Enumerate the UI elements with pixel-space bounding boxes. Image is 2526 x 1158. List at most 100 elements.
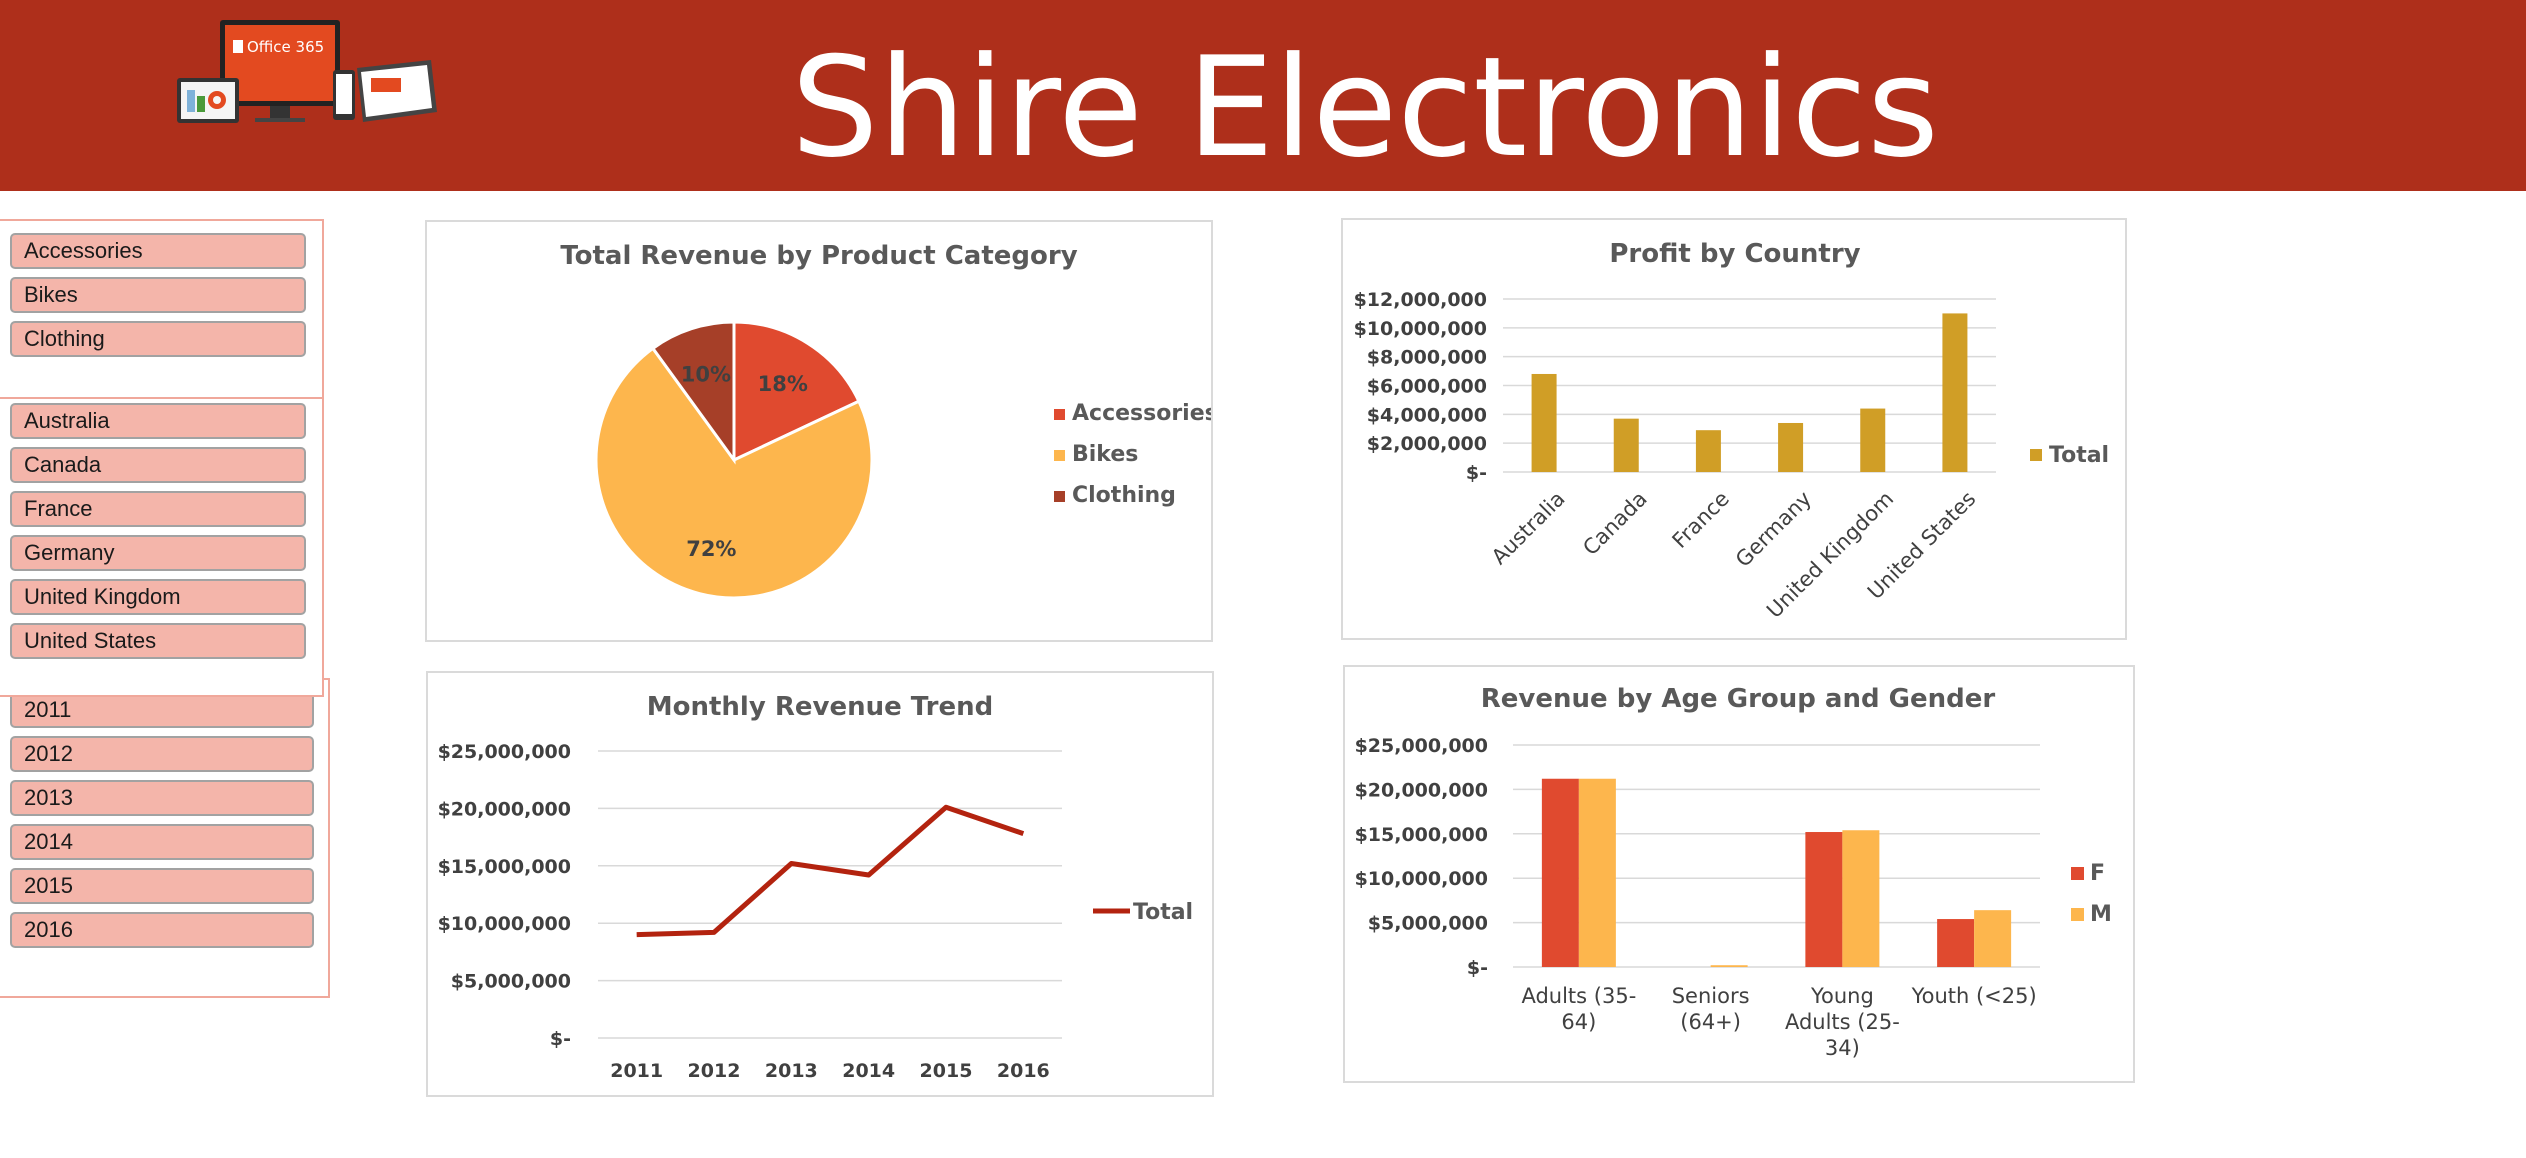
y-tick-label: $5,000,000 [451,971,571,993]
x-tick-label-adults-35-64: 64) [1561,1010,1596,1034]
y-tick-label: $4,000,000 [1367,404,1487,426]
x-tick-label-youth-25: Youth (<25) [1911,984,2037,1008]
age-chart: Revenue by Age Group and Gender $- $5,000,… [1355,684,2112,1060]
legend-swatch-total [2030,449,2042,461]
x-tick-label-seniors-64: Seniors [1672,984,1750,1008]
slicer-item-2013[interactable]: 2013 [10,780,314,816]
slicer-item-2012[interactable]: 2012 [10,736,314,772]
x-tick-label-canada: Canada [1578,487,1651,560]
series-line-total [636,804,1025,938]
slicer-item-canada[interactable]: Canada [10,447,306,483]
logo-text: Office 365 [247,38,324,56]
slicer-item-germany[interactable]: Germany [10,535,306,571]
bar-france [1695,430,1721,472]
bar-f-youth-25 [1937,919,1975,967]
legend-label-m: M [2090,902,2112,927]
slicer-item-2015[interactable]: 2015 [10,868,314,904]
legend-label-total: Total [1133,900,1193,925]
trend-chart-panel: Monthly Revenue Trend $- $5,000,000 $10,000… [426,671,1214,1097]
y-tick-label: $25,000,000 [438,741,571,763]
slicer-country: Australia Canada France Germany United K… [0,397,324,697]
legend-swatch-accessories [1054,409,1065,420]
y-tick-label: $2,000,000 [1367,433,1487,455]
y-tick-label: $20,000,000 [438,798,571,820]
pie-slice-accessories [732,320,861,463]
slicer-item-2014[interactable]: 2014 [10,824,314,860]
slicer-item-united-states[interactable]: United States [10,623,306,659]
trend-chart: Monthly Revenue Trend $- $5,000,000 $10,000… [438,692,1194,1082]
slicer-year: 2011 2012 2013 2014 2015 2016 [0,678,330,998]
pie-data-label-bikes: 72% [686,537,736,561]
bar-germany [1778,422,1804,472]
legend-swatch-clothing [1054,491,1065,502]
pie-chart-panel: Total Revenue by Product Category 18% 72% 1… [425,220,1218,642]
x-tick-label-france: France [1668,487,1734,553]
y-tick-label: $- [1467,957,1488,979]
pie-title: Total Revenue by Product Category [560,241,1077,271]
legend-label-accessories: Accessories [1072,401,1211,426]
slicer-item-france[interactable]: France [10,491,306,527]
legend-swatch-f [2071,867,2084,880]
legend-swatch-bikes [1054,450,1065,461]
bar-united-kingdom [1860,408,1886,472]
legend-swatch-m [2071,908,2084,921]
legend-label-total: Total [2049,443,2109,468]
y-tick-label: $- [550,1028,571,1050]
y-tick-label: $25,000,000 [1355,735,1488,757]
bar-f-adults-35-64 [1541,778,1579,967]
y-tick-label: $8,000,000 [1367,347,1487,369]
slicer-item-accessories[interactable]: Accessories [10,233,306,269]
bar-f-young-adults-25-34 [1805,832,1843,967]
x-tick-label-young-adults-25-34: Young [1810,984,1874,1008]
header-banner: Shire Electronics Office 365 [0,0,2526,191]
x-tick-label-young-adults-25-34: Adults (25- [1785,1010,1900,1034]
bar-canada [1613,418,1639,472]
y-tick-label: $6,000,000 [1367,376,1487,398]
y-tick-label: $15,000,000 [1355,824,1488,846]
age-title: Revenue by Age Group and Gender [1481,684,1996,714]
legend-label-f: F [2090,861,2105,886]
x-tick-label-2014: 2014 [842,1060,895,1082]
bar-m-young-adults-25-34 [1842,830,1880,967]
legend-label-bikes: Bikes [1072,442,1138,467]
pie-slice-clothing [650,320,736,465]
x-tick-label-adults-35-64: Adults (35- [1521,984,1636,1008]
slicer-item-2011[interactable]: 2011 [10,692,314,728]
office-devices-logo: Office 365 [177,20,437,123]
pie-chart: Total Revenue by Product Category 18% 72% 1… [560,241,1218,600]
bar-australia [1531,373,1557,472]
pie-slice-bikes [594,346,874,600]
bar-united-states [1942,313,1968,472]
y-tick-label: $15,000,000 [438,856,571,878]
slicer-item-australia[interactable]: Australia [10,403,306,439]
bar-m-adults-35-64 [1578,778,1616,967]
slicer-category: Accessories Bikes Clothing [0,219,324,401]
slicer-item-2016[interactable]: 2016 [10,912,314,948]
x-tick-label-2011: 2011 [610,1060,663,1082]
y-tick-label: $- [1466,462,1487,484]
y-tick-label: $10,000,000 [1355,868,1488,890]
x-tick-label-young-adults-25-34: 34) [1825,1036,1860,1060]
age-chart-panel: Revenue by Age Group and Gender $- $5,000,… [1343,665,2135,1083]
y-tick-label: $10,000,000 [438,913,571,935]
legend-label-clothing: Clothing [1072,483,1176,508]
profit-chart-panel: Profit by Country $- $2,000,000 $4,000,000 $… [1341,218,2127,640]
x-tick-label-2013: 2013 [765,1060,818,1082]
page-title: Shire Electronics [790,27,1939,188]
y-tick-label: $12,000,000 [1354,289,1487,311]
trend-title: Monthly Revenue Trend [647,692,994,722]
bar-m-seniors-64 [1710,965,1748,967]
pie-data-label-clothing: 10% [681,362,731,386]
y-tick-label: $5,000,000 [1368,913,1488,935]
x-tick-label-2015: 2015 [920,1060,973,1082]
slicer-item-clothing[interactable]: Clothing [10,321,306,357]
x-tick-label-germany: Germany [1731,487,1816,572]
slicer-item-bikes[interactable]: Bikes [10,277,306,313]
pie-data-label-accessories: 18% [758,372,808,396]
slicer-item-united-kingdom[interactable]: United Kingdom [10,579,306,615]
profit-chart: Profit by Country $- $2,000,000 $4,000,000 $… [1354,239,2110,623]
x-tick-label-australia: Australia [1487,487,1570,570]
bar-m-youth-25 [1974,910,2012,967]
profit-title: Profit by Country [1609,239,1860,269]
y-tick-label: $20,000,000 [1355,779,1488,801]
